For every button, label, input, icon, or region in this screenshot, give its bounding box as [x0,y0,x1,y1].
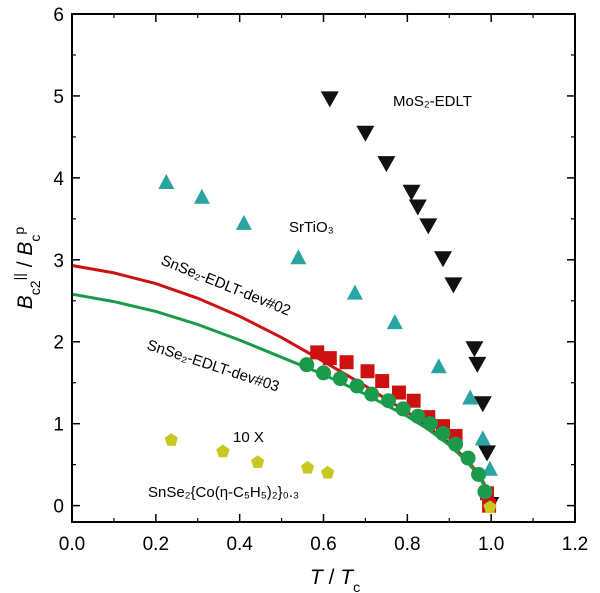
marker-dev03-4 [364,386,380,402]
marker-dev02-6 [406,393,421,408]
marker-dev03-9 [435,426,451,442]
annotation-mos2: MoS₂-EDLT [393,93,472,110]
marker-cointercalated-0 [164,433,178,446]
x-tick-label-3: 0.6 [310,534,336,555]
fit-curve-dev03 [71,292,493,506]
marker-cointercalated-1 [216,444,230,458]
marker-srtio3-7 [462,389,479,405]
y-tick-label-0: 0 [53,497,64,518]
marker-cointercalated-3 [300,460,315,474]
marker-mos2-11 [478,445,496,462]
marker-srtio3-2 [235,214,252,230]
y-axis-title: Bc2|| / Bcp [11,227,43,310]
marker-srtio3-1 [193,188,210,204]
marker-srtio3-9 [481,460,498,476]
marker-mos2-1 [356,125,375,142]
marker-mos2-4 [408,199,427,216]
annotation-scale: 10 X [233,429,264,446]
marker-mos2-6 [434,251,452,268]
x-tick-label-6: 1.2 [562,534,588,555]
marker-dev03-8 [422,416,438,432]
marker-srtio3-5 [386,314,403,330]
y-tick-label-2: 2 [53,333,64,354]
marker-dev03-0 [299,357,315,373]
annotation-cointercalated: SnSe₂{Co(η-C₅H₅)₂}₀.₃ [148,484,299,501]
marker-dev03-6 [395,401,411,417]
marker-dev03-7 [410,408,426,424]
marker-srtio3-4 [346,284,363,300]
marker-srtio3-0 [158,174,175,189]
marker-dev03-10 [448,436,464,452]
marker-dev02-1 [322,351,337,366]
data-markers [158,91,500,513]
marker-srtio3-3 [290,249,307,265]
marker-dev03-11 [460,450,476,466]
marker-cointercalated-2 [251,455,265,468]
annotation-srtio3: SrTiO₃ [289,219,334,236]
x-tick-label-5: 1.0 [478,534,504,555]
annotation-dev03: SnSe₂-EDLT-dev#03 [145,337,282,396]
marker-mos2-5 [419,218,438,235]
y-tick-label-6: 6 [53,5,64,26]
x-tick-label-2: 0.4 [226,534,253,555]
marker-dev03-2 [332,371,348,387]
x-tick-label-1: 0.2 [143,534,169,555]
marker-srtio3-8 [474,430,491,446]
x-tick-label-0: 0.0 [59,534,85,555]
marker-dev03-12 [471,466,487,482]
marker-mos2-10 [473,396,492,413]
marker-srtio3-6 [430,358,447,374]
plot-frame [71,13,576,523]
marker-dev02-5 [391,385,406,400]
x-tick-label-4: 0.8 [394,534,420,555]
y-tick-label-3: 3 [53,251,64,272]
marker-cointercalated-5 [483,500,497,513]
y-tick-label-1: 1 [53,415,64,436]
marker-dev02-4 [375,374,390,389]
marker-mos2-7 [444,277,463,294]
marker-mos2-9 [468,356,487,373]
marker-mos2-8 [465,341,484,358]
marker-dev02-0 [310,345,325,360]
marker-dev03-3 [349,378,365,394]
marker-dev02-3 [360,364,375,379]
marker-dev03-13 [477,484,493,500]
marker-dev02-2 [339,355,354,370]
marker-dev03-1 [316,365,331,381]
marker-cointercalated-4 [321,465,335,479]
marker-mos2-3 [402,184,421,201]
axis-ticks: 0.0 0.2 0.4 0.6 0.8 1.0 1.2 0 1 2 3 4 5 6 [53,5,588,555]
y-tick-label-4: 4 [53,169,64,190]
y-tick-label-5: 5 [53,87,64,108]
marker-dev03-5 [380,393,396,409]
marker-mos2-2 [377,156,396,173]
x-axis-title: T / Tc [310,566,360,593]
marker-mos2-0 [320,91,339,108]
